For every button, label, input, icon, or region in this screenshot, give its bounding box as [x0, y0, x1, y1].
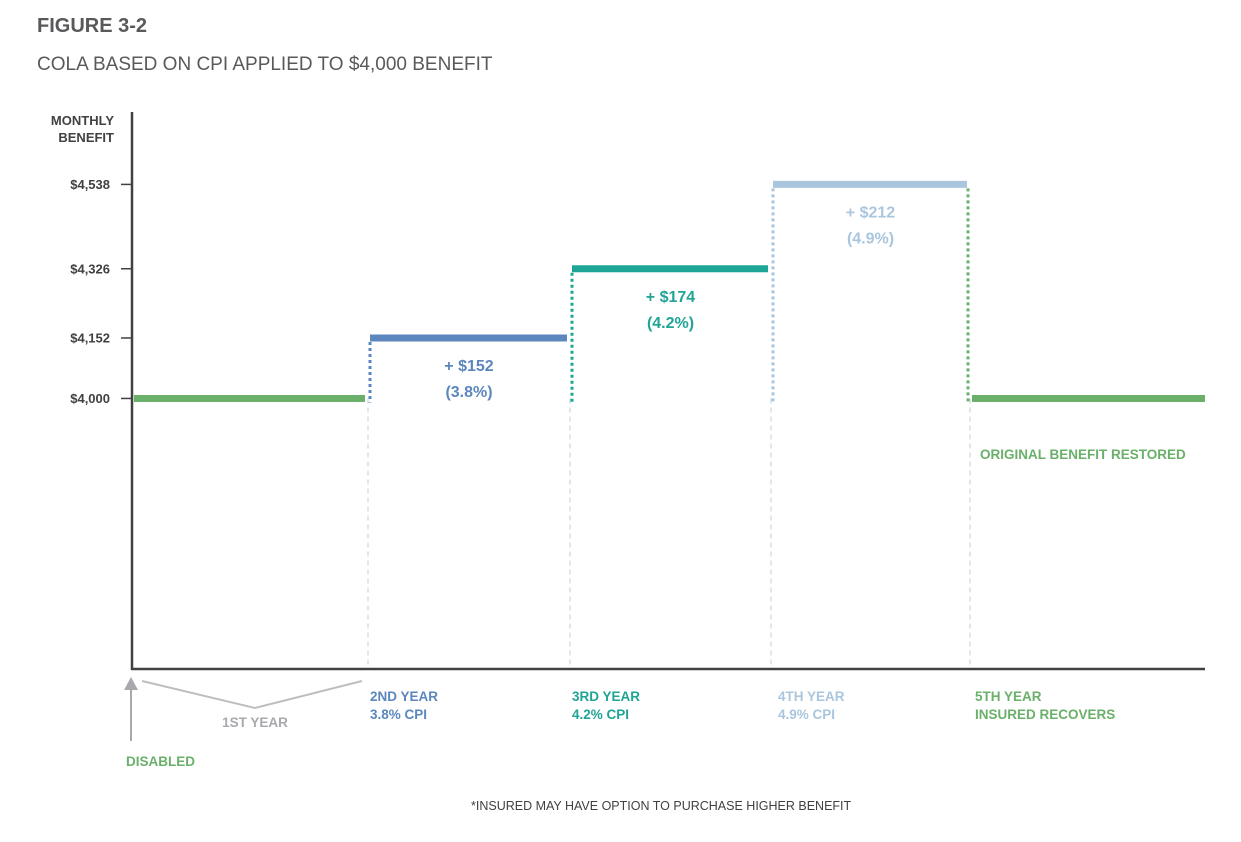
percent-label-2: (3.8%)	[445, 384, 492, 401]
percent-label-4: (4.9%)	[847, 230, 894, 247]
year-label-5-line-2: INSURED RECOVERS	[975, 707, 1115, 722]
year-label-3-line-2: 4.2% CPI	[572, 707, 629, 722]
y-tick-label: $4,152	[70, 330, 110, 345]
benefit-steps: + $152 (3.8%) + $174 (4.2%) + $212 (4.9%)	[134, 180, 1205, 403]
increase-label-2: + $152	[444, 358, 493, 375]
increase-label-3: + $174	[646, 289, 695, 306]
year-label-4-line-2: 4.9% CPI	[778, 707, 835, 722]
footnote: *INSURED MAY HAVE OPTION TO PURCHASE HIG…	[471, 799, 852, 813]
first-year-bracket	[141, 680, 363, 710]
year-label-1-line-1: 1ST YEAR	[222, 715, 288, 730]
figure-label: FIGURE 3-2	[37, 15, 147, 37]
year-label-4-line-1: 4TH YEAR	[778, 689, 845, 704]
disabled-arrow-icon	[124, 677, 138, 690]
y-tick-label: $4,326	[70, 261, 110, 276]
original-benefit-restored-label: ORIGINAL BENEFIT RESTORED	[980, 447, 1186, 462]
year-dividers	[367, 398, 971, 667]
year-labels: 1ST YEAR 2ND YEAR 3.8% CPI 3RD YEAR 4.2% CPI…	[222, 689, 1115, 730]
y-axis-label-line-1: MONTHLY	[51, 113, 114, 128]
year-label-3-line-1: 3RD YEAR	[572, 689, 640, 704]
increase-label-4: + $212	[846, 204, 895, 221]
year-label-2-line-2: 3.8% CPI	[370, 707, 427, 722]
y-axis-label-line-2: BENEFIT	[58, 130, 114, 145]
y-ticks: $4,000 $4,152 $4,326 $4,538	[70, 177, 133, 406]
percent-label-3: (4.2%)	[647, 315, 694, 332]
year-label-5-line-1: 5TH YEAR	[975, 689, 1042, 704]
y-tick-label: $4,538	[70, 177, 110, 192]
year-label-2-line-1: 2ND YEAR	[370, 689, 438, 704]
figure-title: COLA BASED ON CPI APPLIED TO $4,000 BENE…	[37, 54, 493, 75]
y-tick-label: $4,000	[70, 391, 110, 406]
disabled-label: DISABLED	[126, 754, 195, 769]
